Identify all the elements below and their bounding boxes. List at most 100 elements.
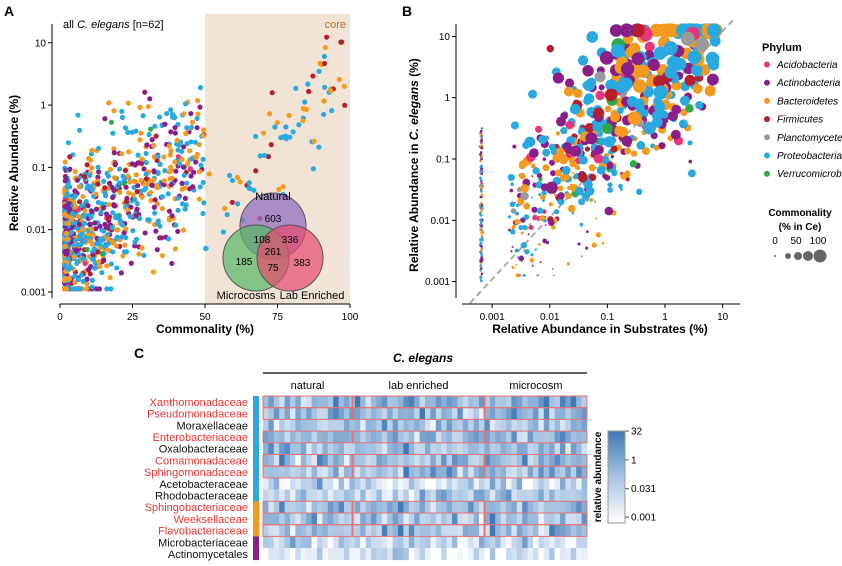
panel-a-point: [89, 165, 95, 171]
heatmap-cell: [538, 442, 545, 455]
heatmap-cell: [462, 454, 469, 467]
heatmap-cell: [533, 501, 539, 514]
panel-a-point: [72, 193, 78, 199]
panel-b-point: [548, 202, 553, 207]
panel-b-point: [610, 155, 615, 159]
panel-b-point: [479, 178, 483, 182]
heatmap-cell: [392, 454, 399, 467]
panel-b-point: [605, 79, 618, 92]
panel-a-point: [141, 166, 147, 172]
heatmap-cell: [381, 466, 388, 479]
panel-b-point: [604, 105, 612, 113]
heatmap-cell: [279, 396, 285, 408]
heatmap-cell: [543, 524, 550, 537]
heatmap-cell: [500, 442, 507, 455]
heatmap-cell: [489, 407, 496, 420]
panel-b-point: [479, 195, 483, 199]
heatmap-cell: [430, 407, 437, 420]
heatmap-highlight-box: [262, 524, 353, 537]
heatmap-cell: [441, 431, 447, 444]
panel-a-point: [84, 281, 90, 287]
heatmap-cell: [543, 442, 550, 455]
panel-b-point: [480, 155, 484, 158]
heatmap-cell: [376, 396, 383, 408]
heatmap-cell: [371, 419, 377, 432]
heatmap-cell: [327, 536, 334, 549]
commonality-size-dot: [785, 253, 791, 259]
heatmap-cell: [398, 396, 404, 408]
heatmap-cell: [479, 536, 485, 549]
heatmap-cell: [419, 489, 426, 502]
heatmap-cell: [560, 536, 566, 549]
heatmap-cell: [306, 501, 312, 514]
panel-a-point: [151, 154, 157, 160]
panel-a-points: [62, 34, 348, 292]
panel-a-point: [147, 96, 153, 102]
heatmap-cell: [403, 407, 410, 420]
panel-a-point: [120, 173, 126, 179]
heatmap-cell: [543, 536, 550, 549]
panel-a-point: [272, 124, 278, 130]
legend-swatch: [764, 170, 770, 177]
heatmap-cell: [290, 396, 296, 408]
heatmap-cell: [284, 513, 291, 525]
heatmap-cell: [522, 477, 528, 490]
heatmap-cell: [268, 548, 275, 561]
heatmap-cell: [360, 466, 366, 479]
heatmap-row-label: Xanthomonadaceae: [150, 397, 248, 409]
heatmap-cell: [457, 442, 464, 455]
heatmap-cell: [338, 477, 345, 490]
heatmap-cell: [408, 466, 415, 479]
heatmap-cell: [333, 442, 339, 455]
heatmap-cell: [273, 431, 280, 444]
phylum-bar-segment: [253, 501, 259, 514]
heatmap-cell: [311, 396, 318, 408]
heatmap-cell: [468, 477, 474, 490]
heatmap-cell: [446, 536, 453, 549]
panel-b-point: [621, 135, 633, 147]
panel-a-point: [229, 199, 235, 205]
heatmap-cell: [327, 396, 334, 408]
panel-b-point: [515, 273, 520, 278]
panel-b-point: [561, 165, 571, 175]
panel-a-point: [173, 168, 179, 174]
panel-a-point: [99, 201, 105, 207]
heatmap-cell: [570, 454, 577, 467]
heatmap-cell: [295, 513, 302, 525]
panel-a-point: [125, 173, 131, 179]
panel-a-point: [149, 137, 155, 143]
heatmap-cell: [565, 396, 572, 408]
heatmap-cell: [452, 513, 458, 525]
heatmap-cell: [533, 489, 539, 502]
panel-a-point: [187, 148, 193, 154]
heatmap-cell: [430, 501, 437, 514]
heatmap-cell: [263, 466, 269, 479]
heatmap-title: C. elegans: [393, 351, 453, 365]
panel-a-point: [100, 228, 107, 234]
heatmap-cell: [435, 396, 442, 408]
heatmap-cell: [381, 442, 388, 455]
panel-a-point: [180, 227, 187, 233]
heatmap-cell: [349, 477, 356, 490]
panel-a-point: [194, 125, 200, 131]
heatmap-cell: [268, 407, 275, 420]
panel-a-point: [92, 265, 98, 271]
heatmap-cell: [533, 536, 539, 549]
heatmap-cell: [268, 513, 275, 525]
heatmap-cell: [473, 431, 480, 444]
panel-a-point: [119, 108, 125, 114]
heatmap-cell: [516, 477, 523, 490]
panel-a-point: [111, 187, 117, 193]
panel-a-point: [182, 195, 188, 202]
panel-b-point: [538, 135, 548, 145]
panel-a-point: [148, 197, 154, 203]
heatmap-cell: [441, 454, 447, 467]
heatmap-cell: [365, 501, 372, 514]
heatmap-cell: [489, 477, 496, 490]
heatmap-cell: [457, 431, 464, 444]
panel-a-point: [129, 129, 135, 135]
panel-a-point: [125, 100, 131, 106]
heatmap-cell: [371, 442, 377, 455]
panel-b-point: [664, 65, 678, 79]
